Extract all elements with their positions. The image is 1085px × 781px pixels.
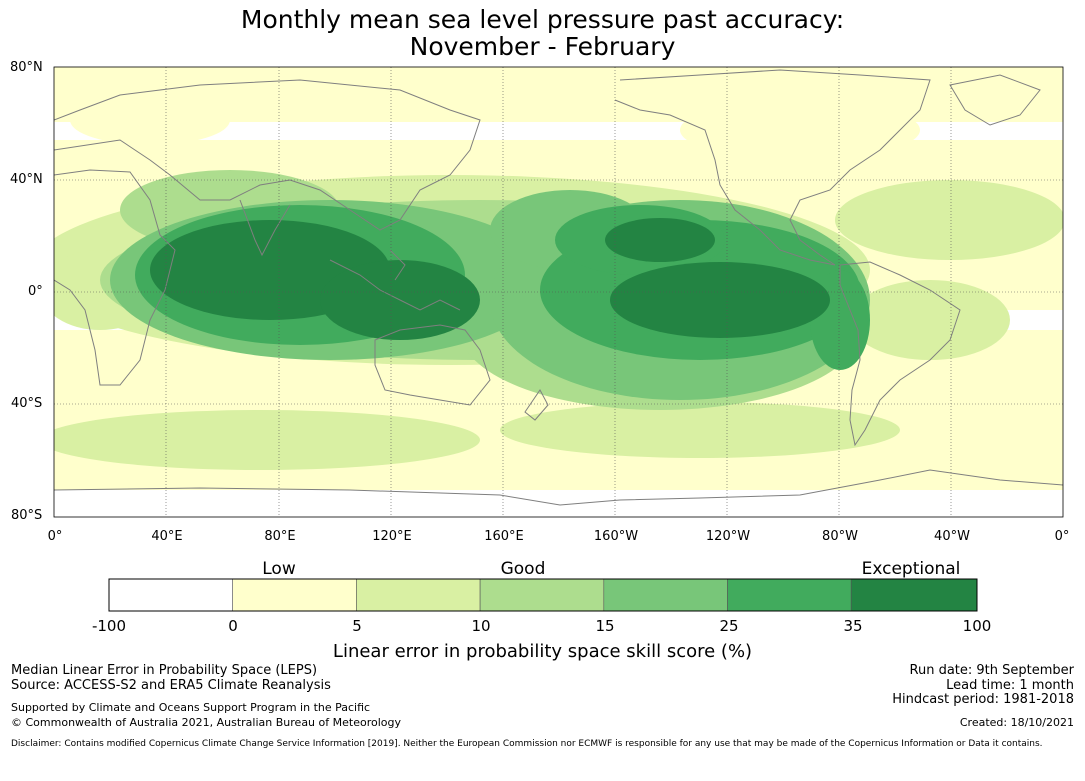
colorbar-tick: 15 [595,617,615,635]
colorbar-segment [603,578,728,612]
colorbar-segment [356,578,481,612]
footer-lead-time: Lead time: 1 month [946,678,1074,693]
lat-label-0: 0° [28,284,43,299]
category-low: Low [262,559,296,579]
colorbar-tick: 10 [471,617,491,635]
lon-label-40e: 40°E [151,529,183,544]
disclaimer: Disclaimer: Contains modified Copernicus… [11,739,1043,749]
skill-fields [54,67,1063,517]
lon-label-40w: 40°W [934,529,970,544]
category-good: Good [500,559,546,579]
footer-method: Median Linear Error in Probability Space… [11,663,318,678]
skill-layer-35-100 [150,218,830,340]
lon-label-120w: 120°W [705,529,751,544]
coastlines [54,69,1063,506]
colorbar-segment [479,578,605,612]
chart-title-line1: Monthly mean sea level pressure past acc… [240,5,845,34]
category-exceptional: Exceptional [861,559,961,579]
lat-label-80s: 80°S [11,508,43,523]
colorbar [108,578,978,612]
lat-label-40n: 40°N [10,172,43,187]
lon-label-0-left: 0° [47,529,63,544]
skill-map [53,66,1064,518]
footer-support: Supported by Climate and Oceans Support … [11,701,371,714]
map-frame [53,66,1064,518]
colorbar-tick: 100 [962,617,992,635]
colorbar-frame [108,578,978,612]
colorbar-tick: 5 [352,617,362,635]
colorbar-segment [232,578,357,612]
footer-source: Source: ACCESS-S2 and ERA5 Climate Reana… [11,678,331,693]
lat-label-40s: 40°S [11,396,43,411]
footer-hindcast-period: Hindcast period: 1981-2018 [892,692,1074,707]
lon-label-80e: 80°E [264,529,296,544]
chart-title-line2: November - February [409,32,676,61]
colorbar-segment [727,578,852,612]
footer-copyright: © Commonwealth of Australia 2021, Austra… [11,716,401,729]
colorbar-tick: 25 [719,617,739,635]
colorbar-label: Linear error in probability space skill … [332,641,753,662]
colorbar-segment [850,578,978,612]
footer-created: Created: 18/10/2021 [959,716,1074,729]
colorbar-tick: 0 [228,617,238,635]
lon-label-160e: 160°E [484,529,524,544]
footer-run-date: Run date: 9th September [909,663,1074,678]
lon-label-160w: 160°W [593,529,639,544]
lon-label-0-right: 0° [1054,529,1070,544]
lon-label-120e: 120°E [372,529,412,544]
lat-label-80n: 80°N [10,60,43,75]
lon-label-80w: 80°W [822,529,858,544]
colorbar-tick: -100 [91,617,127,635]
colorbar-tick: 35 [843,617,863,635]
colorbar-segment [108,578,233,612]
graticule [54,67,1063,517]
